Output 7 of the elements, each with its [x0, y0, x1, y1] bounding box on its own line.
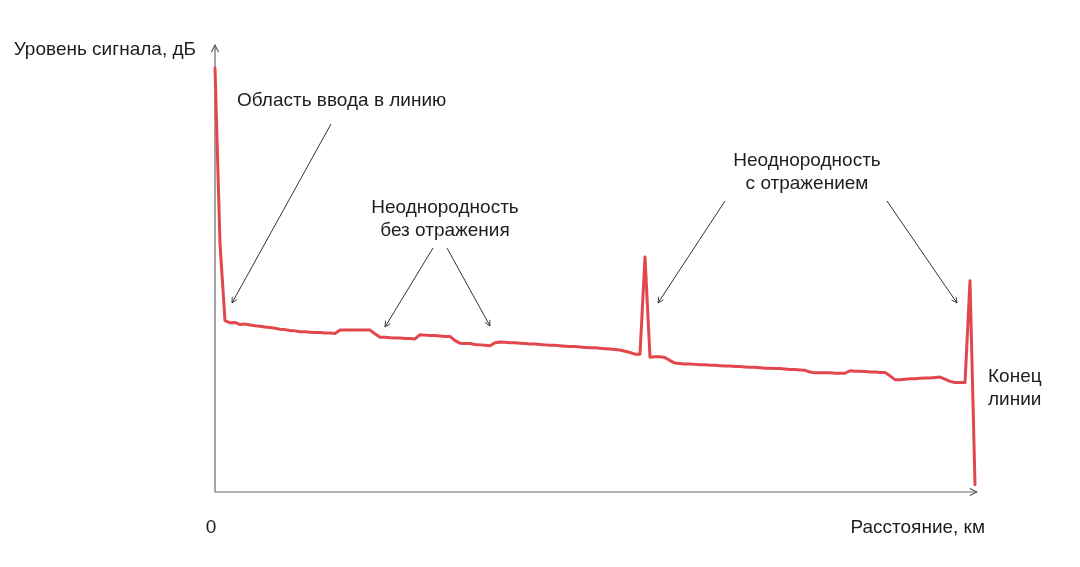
- text: Конец линии: [988, 365, 1042, 409]
- x-axis-title: Расстояние, км: [850, 516, 985, 537]
- annotation: Неоднородность без отражения: [371, 196, 519, 240]
- annotation: Неоднородность с отражением: [733, 149, 881, 193]
- y-axis-title: Уровень сигнала, дБ: [13, 38, 196, 59]
- annotation: Область ввода в линию: [237, 89, 447, 110]
- text: 0: [205, 516, 217, 537]
